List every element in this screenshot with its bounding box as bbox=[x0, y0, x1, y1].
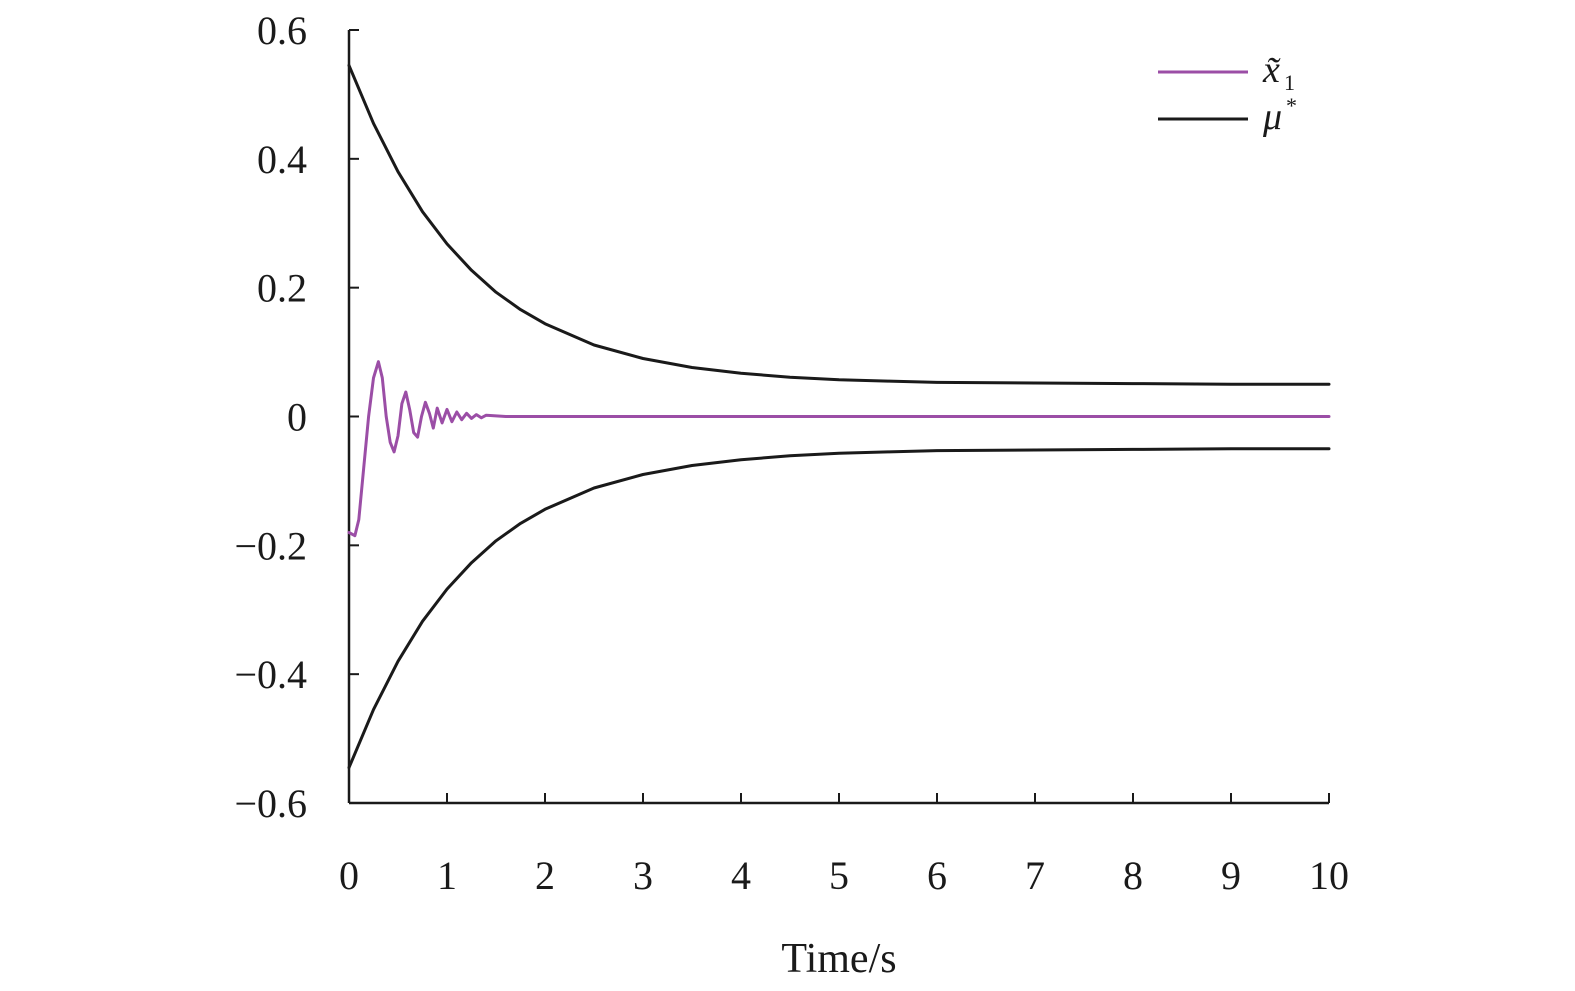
x-tick-label: 7 bbox=[1025, 853, 1045, 898]
series-group bbox=[347, 63, 1331, 770]
x-axis-ticks: 0 1 2 3 4 5 6 7 8 9 10 bbox=[339, 793, 1349, 898]
legend-label-1: μ bbox=[1262, 96, 1282, 138]
y-tick-label: −0.4 bbox=[234, 652, 307, 697]
legend-superscript-1: * bbox=[1286, 93, 1297, 118]
x-tick-label: 9 bbox=[1221, 853, 1241, 898]
series-line-2 bbox=[347, 447, 1331, 770]
y-tick-label: 0.6 bbox=[257, 8, 307, 53]
y-axis-ticks: −0.6 −0.4 −0.2 0 0.2 0.4 0.6 bbox=[234, 8, 359, 826]
x-tick-label: 10 bbox=[1309, 853, 1349, 898]
legend-label-0: x̃ bbox=[1262, 49, 1282, 91]
x-tick-label: 2 bbox=[535, 853, 555, 898]
y-tick-label: 0.4 bbox=[257, 137, 307, 182]
x-axis-label: Time/s bbox=[781, 936, 896, 982]
x-tick-label: 4 bbox=[731, 853, 751, 898]
x-tick-label: 8 bbox=[1123, 853, 1143, 898]
legend-subscript-0: 1 bbox=[1284, 70, 1295, 95]
x-tick-label: 5 bbox=[829, 853, 849, 898]
y-tick-label: −0.6 bbox=[234, 781, 307, 826]
legend: x̃ 1μ * bbox=[1158, 49, 1297, 138]
series-line-0 bbox=[347, 360, 1331, 538]
y-tick-label: 0.2 bbox=[257, 266, 307, 311]
x-tick-label: 3 bbox=[633, 853, 653, 898]
x-tick-label: 0 bbox=[339, 853, 359, 898]
x-tick-label: 6 bbox=[927, 853, 947, 898]
x-tick-label: 1 bbox=[437, 853, 457, 898]
y-tick-label: −0.2 bbox=[234, 523, 307, 568]
series-line-1 bbox=[347, 63, 1331, 386]
y-tick-label: 0 bbox=[287, 395, 307, 440]
